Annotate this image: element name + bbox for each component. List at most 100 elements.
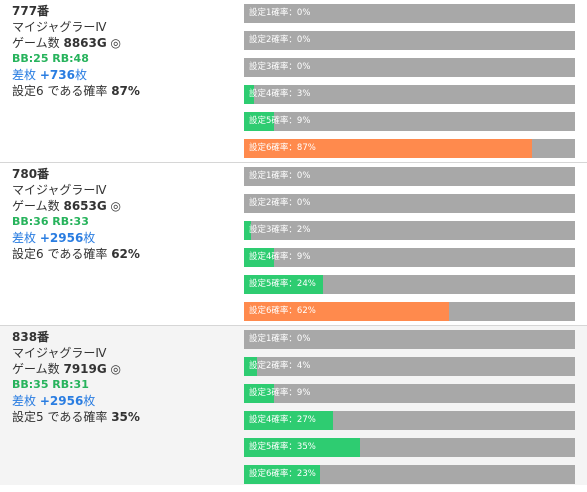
bar-label: 設定3確率：9% [249, 388, 311, 398]
coin-difference-unit: 枚 [83, 394, 96, 408]
game-count-label: ゲーム数 [12, 36, 60, 50]
coin-difference: 差枚 +736枚 [12, 67, 240, 83]
summary-value: 62% [111, 247, 140, 261]
setting-bar: 設定3確率：0% [244, 58, 575, 77]
setting-bar: 設定1確率：0% [244, 4, 575, 23]
bar-fill [244, 139, 532, 158]
clock-icon: ◎ [110, 36, 122, 50]
bar-label: 設定6確率：87% [249, 143, 316, 153]
clock-icon: ◎ [110, 362, 122, 376]
clock-icon: ◎ [110, 199, 122, 213]
bar-label: 設定3確率：2% [249, 225, 311, 235]
summary-setting: 設定6 [12, 247, 44, 261]
coin-difference-value: +736 [39, 68, 75, 82]
machine-name: マイジャグラーⅣ [12, 346, 107, 360]
game-count: ゲーム数 7919G ◎ [12, 361, 240, 377]
machine-block: 780番 マイジャグラーⅣ ゲーム数 8653G ◎ BB:36 RB:33 差… [0, 162, 587, 325]
setting-probability-bars: 設定1確率：0% 設定2確率：4% 設定3確率：9% 設定4確率：27% 設定5… [244, 330, 575, 492]
bar-label: 設定5確率：9% [249, 116, 311, 126]
coin-difference-unit: 枚 [83, 231, 96, 245]
machine-info: 838番 マイジャグラーⅣ ゲーム数 7919G ◎ BB:35 RB:31 差… [12, 329, 240, 425]
machine-number: 780番 [12, 167, 50, 181]
bar-fill [244, 275, 324, 294]
setting-probability-bars: 設定1確率：0% 設定2確率：0% 設定3確率：2% 設定4確率：9% 設定5確… [244, 167, 575, 329]
setting-bar: 設定5確率：35% [244, 438, 575, 457]
machine-name: マイジャグラーⅣ [12, 20, 107, 34]
setting-bar: 設定4確率：3% [244, 85, 575, 104]
setting-probability-summary: 設定6 である確率 62% [12, 246, 240, 262]
game-count-value: 7919G [63, 362, 107, 376]
summary-label: である確率 [47, 247, 108, 261]
bar-label: 設定4確率：27% [249, 415, 316, 425]
bar-fill [244, 302, 450, 321]
coin-difference-unit: 枚 [74, 68, 87, 82]
summary-label: である確率 [47, 84, 108, 98]
setting-bar: 設定1確率：0% [244, 330, 575, 349]
game-count: ゲーム数 8863G ◎ [12, 35, 240, 51]
coin-difference-value: +2956 [39, 231, 84, 245]
setting-bar: 設定3確率：9% [244, 384, 575, 403]
coin-difference-label: 差枚 [12, 68, 37, 82]
summary-setting: 設定6 [12, 84, 44, 98]
bar-fill [244, 384, 274, 403]
bonus-counts: BB:36 RB:33 [12, 215, 89, 228]
bar-fill [244, 411, 334, 430]
setting-probability-summary: 設定6 である確率 87% [12, 83, 240, 99]
bar-label: 設定5確率：35% [249, 442, 316, 452]
summary-setting: 設定5 [12, 410, 44, 424]
machine-name: マイジャグラーⅣ [12, 183, 107, 197]
bar-label: 設定4確率：3% [249, 89, 311, 99]
machine-number: 777番 [12, 4, 50, 18]
setting-bar: 設定5確率：24% [244, 275, 575, 294]
machine-block: 777番 マイジャグラーⅣ ゲーム数 8863G ◎ BB:25 RB:48 差… [0, 0, 587, 162]
bar-label: 設定1確率：0% [249, 8, 311, 18]
bar-fill [244, 85, 254, 104]
game-count-label: ゲーム数 [12, 199, 60, 213]
machine-info: 780番 マイジャグラーⅣ ゲーム数 8653G ◎ BB:36 RB:33 差… [12, 166, 240, 262]
setting-bar: 設定2確率：0% [244, 31, 575, 50]
bar-label: 設定1確率：0% [249, 171, 311, 181]
bar-label: 設定5確率：24% [249, 279, 316, 289]
bar-label: 設定2確率：0% [249, 198, 311, 208]
bar-label: 設定1確率：0% [249, 334, 311, 344]
coin-difference-value: +2956 [39, 394, 84, 408]
bar-fill [244, 357, 258, 376]
bar-fill [244, 438, 360, 457]
setting-bar: 設定1確率：0% [244, 167, 575, 186]
summary-value: 87% [111, 84, 140, 98]
game-count-value: 8863G [63, 36, 107, 50]
bonus-counts: BB:25 RB:48 [12, 52, 89, 65]
bar-label: 設定3確率：0% [249, 62, 311, 72]
setting-bar: 設定5確率：9% [244, 112, 575, 131]
summary-label: である確率 [47, 410, 108, 424]
coin-difference-label: 差枚 [12, 231, 37, 245]
bar-fill [244, 248, 274, 267]
setting-bar: 設定2確率：4% [244, 357, 575, 376]
machine-info: 777番 マイジャグラーⅣ ゲーム数 8863G ◎ BB:25 RB:48 差… [12, 3, 240, 99]
coin-difference: 差枚 +2956枚 [12, 393, 240, 409]
bar-label: 設定2確率：4% [249, 361, 311, 371]
machine-block: 838番 マイジャグラーⅣ ゲーム数 7919G ◎ BB:35 RB:31 差… [0, 325, 587, 485]
setting-probability-summary: 設定5 である確率 35% [12, 409, 240, 425]
summary-value: 35% [111, 410, 140, 424]
setting-bar: 設定6確率：62% [244, 302, 575, 321]
setting-bar: 設定4確率：9% [244, 248, 575, 267]
coin-difference-label: 差枚 [12, 394, 37, 408]
game-count: ゲーム数 8653G ◎ [12, 198, 240, 214]
setting-bar: 設定6確率：87% [244, 139, 575, 158]
machine-number: 838番 [12, 330, 50, 344]
bonus-counts: BB:35 RB:31 [12, 378, 89, 391]
game-count-value: 8653G [63, 199, 107, 213]
bar-label: 設定4確率：9% [249, 252, 311, 262]
bar-label: 設定6確率：23% [249, 469, 316, 479]
setting-probability-bars: 設定1確率：0% 設定2確率：0% 設定3確率：0% 設定4確率：3% 設定5確… [244, 4, 575, 166]
bar-label: 設定2確率：0% [249, 35, 311, 45]
game-count-label: ゲーム数 [12, 362, 60, 376]
bar-fill [244, 112, 274, 131]
setting-bar: 設定2確率：0% [244, 194, 575, 213]
coin-difference: 差枚 +2956枚 [12, 230, 240, 246]
bar-label: 設定6確率：62% [249, 306, 316, 316]
setting-bar: 設定6確率：23% [244, 465, 575, 484]
bar-fill [244, 465, 321, 484]
